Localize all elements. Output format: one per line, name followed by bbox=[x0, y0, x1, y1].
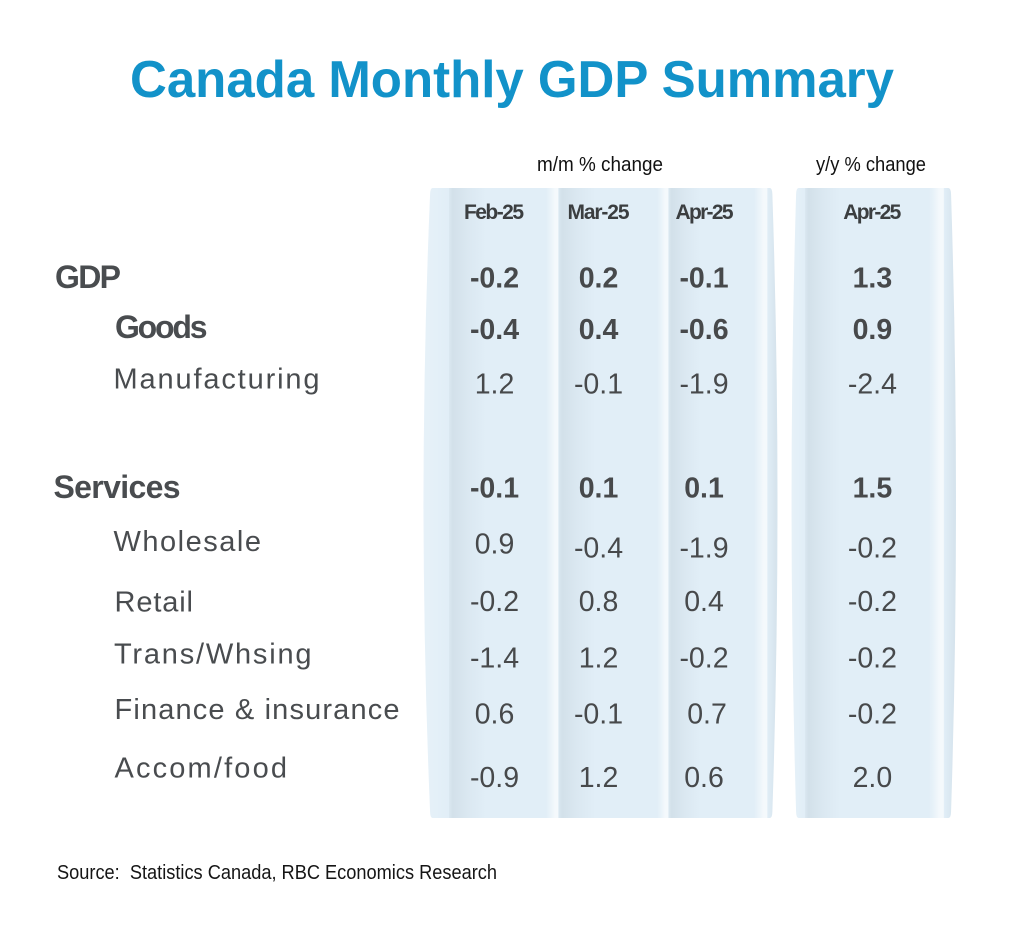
svg-text:-0.1: -0.1 bbox=[574, 368, 623, 400]
svg-text:0.6: 0.6 bbox=[475, 699, 515, 731]
svg-text:Trans/Whsing: Trans/Whsing bbox=[114, 639, 312, 671]
svg-text:0.2: 0.2 bbox=[579, 263, 619, 295]
svg-text:0.1: 0.1 bbox=[579, 473, 619, 505]
svg-text:Finance & insurance: Finance & insurance bbox=[115, 694, 400, 726]
svg-text:0.1: 0.1 bbox=[684, 473, 724, 505]
svg-text:0.9: 0.9 bbox=[475, 529, 515, 561]
svg-text:0.4: 0.4 bbox=[684, 586, 724, 618]
svg-text:Services: Services bbox=[54, 469, 181, 505]
svg-text:2.0: 2.0 bbox=[853, 762, 893, 794]
svg-text:Goods: Goods bbox=[115, 309, 208, 345]
svg-text:-0.1: -0.1 bbox=[679, 263, 728, 295]
svg-text:Apr-25: Apr-25 bbox=[676, 201, 734, 224]
svg-text:Feb-25: Feb-25 bbox=[464, 201, 524, 224]
svg-text:0.7: 0.7 bbox=[687, 699, 727, 731]
svg-text:-0.4: -0.4 bbox=[470, 314, 519, 346]
svg-text:-0.2: -0.2 bbox=[848, 642, 897, 674]
svg-text:Apr-25: Apr-25 bbox=[843, 201, 901, 224]
svg-text:-1.4: -1.4 bbox=[470, 642, 519, 674]
svg-text:0.6: 0.6 bbox=[684, 762, 724, 794]
svg-text:y/y % change: y/y % change bbox=[816, 154, 926, 176]
svg-text:-0.6: -0.6 bbox=[679, 314, 728, 346]
svg-text:Retail: Retail bbox=[115, 587, 194, 619]
svg-text:0.8: 0.8 bbox=[579, 586, 619, 618]
svg-text:-0.2: -0.2 bbox=[848, 586, 897, 618]
svg-text:1.2: 1.2 bbox=[579, 762, 619, 794]
svg-text:GDP: GDP bbox=[55, 259, 121, 295]
svg-text:-1.9: -1.9 bbox=[679, 533, 728, 565]
svg-text:Canada Monthly GDP Summary: Canada Monthly GDP Summary bbox=[130, 51, 894, 109]
svg-text:-0.2: -0.2 bbox=[679, 642, 728, 674]
svg-text:Source: Statistics Canada, RB: Source: Statistics Canada, RBC Economics… bbox=[57, 862, 497, 884]
svg-text:Accom/food: Accom/food bbox=[115, 753, 288, 785]
svg-text:-0.9: -0.9 bbox=[470, 762, 519, 794]
svg-text:0.4: 0.4 bbox=[579, 314, 619, 346]
svg-text:-0.2: -0.2 bbox=[848, 533, 897, 565]
svg-text:-0.1: -0.1 bbox=[470, 473, 519, 505]
svg-text:Wholesale: Wholesale bbox=[114, 526, 262, 558]
svg-text:-0.1: -0.1 bbox=[574, 699, 623, 731]
svg-text:-0.4: -0.4 bbox=[574, 533, 623, 565]
svg-text:-1.9: -1.9 bbox=[679, 368, 728, 400]
svg-text:1.2: 1.2 bbox=[475, 368, 515, 400]
svg-text:m/m % change: m/m % change bbox=[537, 154, 663, 176]
svg-text:-0.2: -0.2 bbox=[470, 263, 519, 295]
svg-text:-2.4: -2.4 bbox=[848, 368, 897, 400]
svg-text:-0.2: -0.2 bbox=[848, 699, 897, 731]
svg-text:1.5: 1.5 bbox=[853, 473, 893, 505]
svg-text:1.2: 1.2 bbox=[579, 642, 619, 674]
svg-text:-0.2: -0.2 bbox=[470, 586, 519, 618]
svg-text:Mar-25: Mar-25 bbox=[568, 201, 630, 224]
svg-text:Manufacturing: Manufacturing bbox=[114, 364, 320, 396]
svg-text:1.3: 1.3 bbox=[853, 263, 893, 295]
svg-text:0.9: 0.9 bbox=[853, 314, 893, 346]
